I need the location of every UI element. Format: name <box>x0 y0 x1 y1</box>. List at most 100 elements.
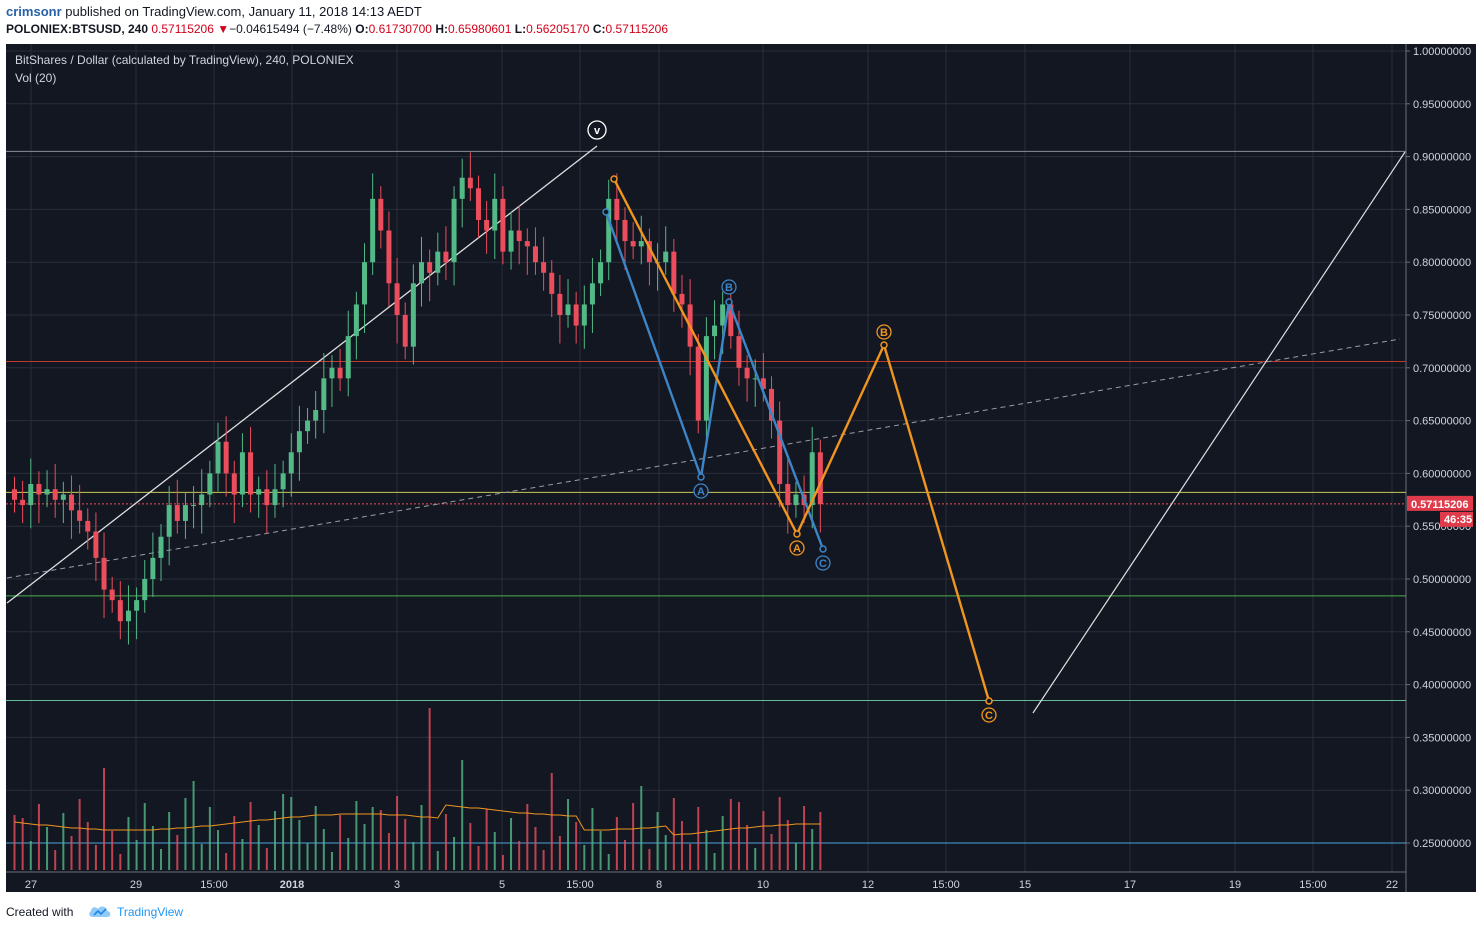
candle[interactable] <box>630 241 636 247</box>
candle[interactable] <box>264 489 270 506</box>
candle[interactable] <box>565 304 571 315</box>
candle[interactable] <box>60 494 66 500</box>
candle[interactable] <box>793 494 799 506</box>
orange-wave-node[interactable] <box>793 530 801 538</box>
candle[interactable] <box>109 589 115 601</box>
candle[interactable] <box>524 241 530 247</box>
candle[interactable] <box>777 420 783 484</box>
wave-label-circle[interactable] <box>981 707 997 723</box>
candle[interactable] <box>598 262 604 284</box>
candle[interactable] <box>77 510 83 521</box>
candle[interactable] <box>199 494 205 506</box>
projection-trendline[interactable] <box>1032 151 1406 714</box>
candle[interactable] <box>573 304 579 326</box>
candle[interactable] <box>248 452 254 495</box>
blue-wave-node[interactable] <box>602 208 610 216</box>
candle[interactable] <box>101 557 107 590</box>
candle[interactable] <box>231 473 237 495</box>
author-link[interactable]: crimsonr <box>6 4 62 19</box>
candle[interactable] <box>378 198 384 231</box>
candle[interactable] <box>712 325 718 337</box>
candle[interactable] <box>142 579 148 601</box>
candle[interactable] <box>419 262 424 284</box>
candle[interactable] <box>68 494 74 511</box>
candle[interactable] <box>386 230 392 284</box>
candle[interactable] <box>256 489 262 495</box>
candle[interactable] <box>679 293 685 305</box>
candle[interactable] <box>394 283 400 315</box>
candle[interactable] <box>622 219 628 242</box>
orange-wave-node[interactable] <box>610 175 618 183</box>
candle[interactable] <box>134 600 140 611</box>
candle[interactable] <box>459 177 465 199</box>
candle[interactable] <box>443 251 449 263</box>
candle[interactable] <box>484 219 490 231</box>
candle[interactable] <box>492 198 498 231</box>
candle[interactable] <box>329 367 335 379</box>
candle[interactable] <box>52 489 58 500</box>
candle[interactable] <box>785 483 791 506</box>
blue-wave-node[interactable] <box>819 545 827 553</box>
candle[interactable] <box>663 251 669 263</box>
wave-label-circle[interactable] <box>815 555 831 571</box>
candle[interactable] <box>93 531 99 558</box>
candle[interactable] <box>671 251 677 294</box>
candle[interactable] <box>174 505 180 521</box>
blue-wave-path[interactable] <box>604 211 825 550</box>
blue-wave-node[interactable] <box>725 298 733 306</box>
candle[interactable] <box>451 198 457 263</box>
candle[interactable] <box>280 473 286 490</box>
candle[interactable] <box>614 198 620 220</box>
wave-label-circle[interactable] <box>789 540 805 556</box>
candle[interactable] <box>736 336 742 368</box>
candle[interactable] <box>541 262 547 273</box>
candle[interactable] <box>769 388 775 421</box>
candle[interactable] <box>272 489 278 506</box>
candle[interactable] <box>36 483 42 495</box>
candle[interactable] <box>296 431 302 453</box>
candle[interactable] <box>191 505 197 507</box>
candle[interactable] <box>638 241 644 247</box>
wave-label-circle[interactable] <box>693 483 709 499</box>
candle[interactable] <box>516 230 522 242</box>
candle[interactable] <box>589 283 595 305</box>
candle[interactable] <box>239 452 245 495</box>
orange-wave-node[interactable] <box>985 697 993 705</box>
candle[interactable] <box>410 283 416 347</box>
candle[interactable] <box>150 557 156 579</box>
price-axis[interactable] <box>1406 44 1476 872</box>
candle[interactable] <box>557 293 563 315</box>
candle[interactable] <box>362 262 368 305</box>
candle[interactable] <box>207 473 213 495</box>
candle[interactable] <box>20 499 26 506</box>
candle[interactable] <box>695 346 701 421</box>
candle[interactable] <box>28 483 34 506</box>
candle[interactable] <box>85 520 91 532</box>
candle[interactable] <box>288 452 294 474</box>
tradingview-link[interactable]: TradingView <box>117 905 184 919</box>
candle[interactable] <box>370 198 376 263</box>
candle[interactable] <box>817 452 823 505</box>
wave-label-circle[interactable] <box>587 120 607 140</box>
candle[interactable] <box>215 441 221 474</box>
candle[interactable] <box>117 600 123 622</box>
candle[interactable] <box>321 378 327 411</box>
candle[interactable] <box>182 505 188 521</box>
candle[interactable] <box>475 188 481 220</box>
candle[interactable] <box>500 198 506 252</box>
candle[interactable] <box>223 441 229 474</box>
price-chart[interactable]: 1.00000000 0.95000000 0.90000000 0.85000000… <box>0 0 1483 892</box>
candle[interactable] <box>549 272 555 294</box>
candle[interactable] <box>508 230 514 252</box>
candle[interactable] <box>305 420 311 432</box>
candle[interactable] <box>703 336 709 421</box>
candle[interactable] <box>435 251 441 273</box>
orange-wave-path[interactable] <box>612 178 991 702</box>
candle[interactable] <box>44 489 50 495</box>
candle[interactable] <box>760 378 766 389</box>
candle[interactable] <box>467 177 473 189</box>
candle[interactable] <box>158 536 164 558</box>
candle[interactable] <box>125 610 131 622</box>
candle[interactable] <box>728 304 734 337</box>
candle[interactable] <box>744 367 750 379</box>
